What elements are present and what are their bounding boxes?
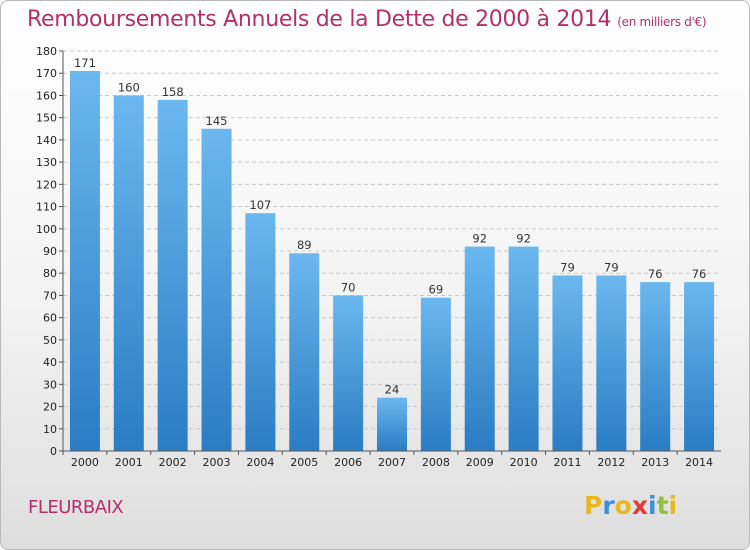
chart-title-text: Remboursements Annuels de la Dette de 20… bbox=[27, 7, 612, 32]
data-label: 89 bbox=[297, 238, 312, 252]
x-tick-label: 2009 bbox=[466, 456, 494, 469]
x-tick-label: 2013 bbox=[641, 456, 669, 469]
data-label: 76 bbox=[692, 267, 707, 281]
bar bbox=[640, 282, 671, 451]
data-label: 79 bbox=[604, 260, 619, 274]
bar bbox=[420, 297, 451, 451]
commune-name: FLEURBAIX bbox=[28, 497, 124, 518]
logo-letter: t bbox=[656, 491, 669, 520]
bar bbox=[245, 213, 276, 451]
x-tick-label: 2006 bbox=[334, 456, 362, 469]
data-label: 107 bbox=[249, 198, 271, 212]
x-tick-label: 2014 bbox=[685, 456, 713, 469]
y-tick-label: 180 bbox=[36, 45, 57, 58]
bar bbox=[508, 246, 539, 451]
y-tick-label: 160 bbox=[36, 89, 57, 102]
chart-title: Remboursements Annuels de la Dette de 20… bbox=[27, 7, 707, 32]
bar bbox=[684, 282, 715, 451]
y-tick-label: 120 bbox=[36, 178, 57, 191]
bar bbox=[596, 275, 627, 451]
data-label: 76 bbox=[648, 267, 663, 281]
x-tick-label: 2007 bbox=[378, 456, 406, 469]
x-tick-label: 2011 bbox=[553, 456, 581, 469]
bar bbox=[464, 246, 495, 451]
bar bbox=[157, 99, 188, 451]
bar bbox=[333, 295, 364, 451]
y-tick-label: 70 bbox=[43, 289, 57, 302]
logo-letter: i bbox=[648, 491, 657, 520]
y-tick-label: 50 bbox=[43, 334, 57, 347]
x-tick-label: 2010 bbox=[510, 456, 538, 469]
data-label: 145 bbox=[206, 114, 228, 128]
x-tick-label: 2008 bbox=[422, 456, 450, 469]
bar bbox=[377, 397, 407, 451]
logo-letter: x bbox=[631, 491, 648, 520]
data-label: 171 bbox=[74, 56, 96, 70]
x-tick-label: 2012 bbox=[597, 456, 625, 469]
y-tick-label: 130 bbox=[36, 156, 57, 169]
bar bbox=[289, 253, 320, 451]
y-tick-label: 80 bbox=[43, 267, 57, 280]
y-tick-label: 40 bbox=[43, 356, 57, 369]
data-label: 160 bbox=[118, 80, 140, 94]
bar bbox=[69, 71, 100, 451]
x-tick-label: 2000 bbox=[71, 456, 99, 469]
y-tick-label: 110 bbox=[36, 201, 57, 214]
y-tick-label: 100 bbox=[36, 223, 57, 236]
bar bbox=[113, 95, 144, 451]
y-tick-label: 90 bbox=[43, 245, 57, 258]
data-label: 24 bbox=[385, 383, 400, 397]
data-label: 70 bbox=[341, 280, 356, 294]
logo-letter: i bbox=[668, 491, 678, 520]
y-tick-label: 150 bbox=[36, 112, 57, 125]
y-tick-label: 140 bbox=[36, 134, 57, 147]
logo-letter: r bbox=[602, 491, 615, 520]
y-tick-label: 20 bbox=[43, 401, 57, 414]
x-tick-label: 2001 bbox=[115, 456, 143, 469]
data-label: 79 bbox=[560, 260, 575, 274]
y-tick-label: 0 bbox=[50, 445, 57, 458]
y-tick-label: 10 bbox=[43, 423, 57, 436]
data-label: 158 bbox=[162, 85, 184, 99]
y-tick-label: 60 bbox=[43, 312, 57, 325]
x-tick-label: 2005 bbox=[290, 456, 318, 469]
x-tick-label: 2004 bbox=[246, 456, 274, 469]
data-label: 92 bbox=[516, 232, 531, 246]
y-tick-label: 30 bbox=[43, 378, 57, 391]
x-tick-label: 2002 bbox=[159, 456, 187, 469]
data-label: 92 bbox=[472, 232, 487, 246]
bar bbox=[201, 128, 232, 451]
bar bbox=[552, 275, 583, 451]
chart-unit: (en milliers d'€) bbox=[617, 15, 707, 29]
proxiti-logo: Proxiti bbox=[584, 491, 677, 520]
x-tick-label: 2003 bbox=[203, 456, 231, 469]
logo-letter: o bbox=[614, 491, 632, 520]
logo-letter: P bbox=[584, 491, 603, 520]
y-tick-label: 170 bbox=[36, 67, 57, 80]
data-label: 69 bbox=[429, 283, 444, 297]
